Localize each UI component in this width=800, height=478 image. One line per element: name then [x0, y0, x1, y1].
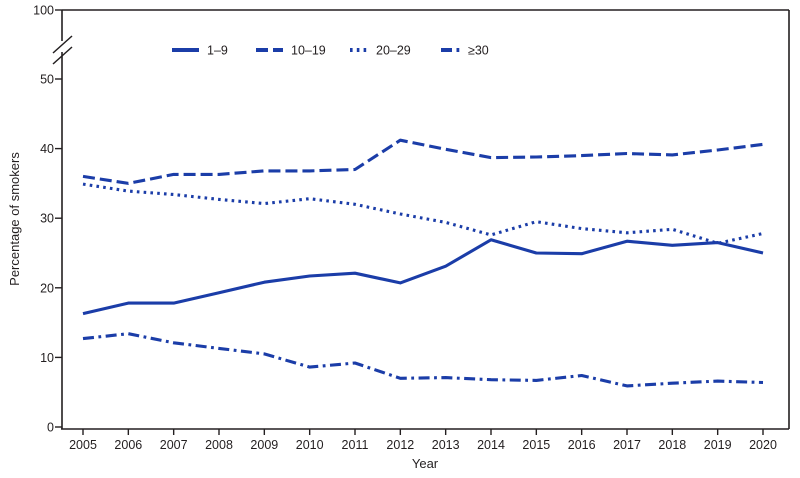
data-series: [82, 138, 764, 388]
legend-label: 20–29: [376, 44, 411, 58]
x-tick-label: 2007: [160, 438, 188, 452]
y-tick-label: 40: [40, 142, 54, 156]
axis-break-slash: [52, 46, 73, 65]
series-line-dashdot: [82, 332, 764, 388]
legend-label: ≥30: [468, 44, 489, 58]
x-tick-label: 2010: [296, 438, 324, 452]
y-tick-label: 0: [47, 421, 54, 435]
y-tick-label: 10: [40, 351, 54, 365]
series-line-dashed: [82, 138, 764, 185]
x-tick-label: 2012: [386, 438, 414, 452]
x-tick-label: 2017: [613, 438, 641, 452]
axis-ticks: [55, 9, 764, 435]
x-tick-label: 2008: [205, 438, 233, 452]
x-tick-label: 2014: [477, 438, 505, 452]
y-tick-label: 100: [33, 4, 54, 18]
legend-label: 1–9: [207, 44, 228, 58]
axis-break-slash: [52, 35, 73, 54]
legend-item: 1–9: [172, 44, 228, 58]
axis-tick-labels: 0 10 20 30 40 50 100 2005 2006 2007 2008 2009 2010 20…: [33, 4, 777, 453]
y-axis-title: Percentage of smokers: [7, 152, 22, 286]
plot-frame: [52, 9, 790, 430]
legend-item: 10–19: [256, 44, 326, 58]
x-tick-label: 2005: [69, 438, 97, 452]
x-tick-label: 2006: [114, 438, 142, 452]
chart-legend: 1–9 10–19 20–29 ≥30: [172, 44, 489, 58]
y-tick-label: 50: [40, 73, 54, 87]
x-tick-label: 2020: [749, 438, 777, 452]
x-tick-label: 2013: [432, 438, 460, 452]
legend-item: 20–29: [350, 44, 411, 58]
y-tick-label: 20: [40, 281, 54, 295]
x-tick-label: 2011: [342, 438, 369, 452]
x-tick-label: 2009: [250, 438, 278, 452]
x-tick-label: 2019: [704, 438, 732, 452]
series-line-solid: [82, 238, 764, 316]
series-line-dotted: [82, 182, 764, 245]
legend-item: ≥30: [441, 44, 489, 58]
y-tick-label: 30: [40, 212, 54, 226]
x-tick-label: 2015: [522, 438, 550, 452]
x-axis-title: Year: [412, 456, 439, 471]
x-tick-label: 2018: [658, 438, 686, 452]
legend-label: 10–19: [291, 44, 326, 58]
x-tick-label: 2016: [568, 438, 596, 452]
